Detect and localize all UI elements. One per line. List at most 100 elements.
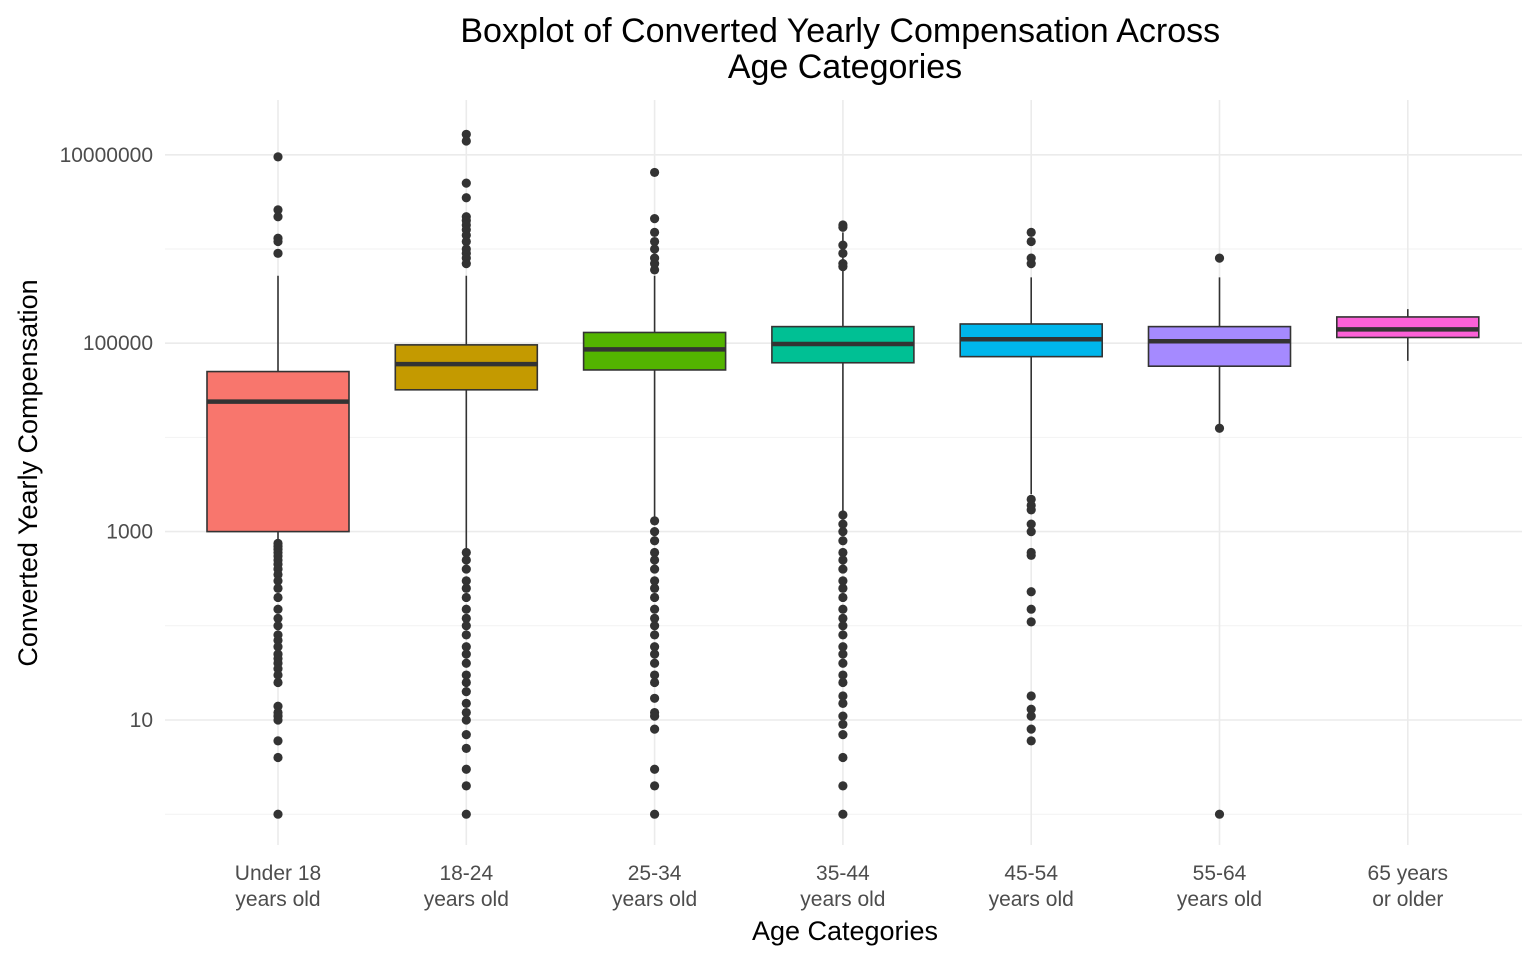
outlier-point [838, 592, 848, 603]
outlier-point [838, 547, 848, 558]
x-tick-label-line: or older [1372, 888, 1443, 911]
outlier-point [650, 764, 660, 774]
chart-title: Boxplot of Converted Yearly Compensation… [460, 12, 1229, 86]
outlier-point [273, 664, 283, 674]
box-group [394, 275, 539, 550]
outlier-point [273, 635, 283, 645]
outlier-point [461, 630, 471, 640]
outlier-point [838, 222, 848, 232]
outlier-point [650, 711, 660, 721]
outlier-point [838, 527, 848, 537]
outlier-point [650, 693, 660, 703]
outlier-point [650, 265, 660, 275]
outlier-point [1026, 550, 1036, 560]
outlier-point [838, 711, 848, 721]
outlier-point [461, 715, 471, 725]
outlier-point [1026, 691, 1036, 701]
outlier-point [650, 258, 660, 269]
outlier-point [838, 691, 848, 701]
outlier-point [461, 809, 471, 819]
outlier-point [273, 715, 283, 725]
outlier-point [650, 564, 660, 574]
outlier-point [650, 613, 660, 623]
x-tick-label-line: 18-24 [439, 862, 493, 885]
outlier-point [838, 698, 848, 709]
outlier-point [461, 258, 471, 269]
outlier-point [273, 701, 283, 711]
outlier-point [650, 244, 660, 254]
outlier-point [1026, 704, 1036, 714]
outlier-point [461, 642, 471, 652]
outlier-point [461, 555, 471, 565]
outlier-point [650, 227, 660, 238]
outlier-point [273, 583, 283, 593]
outlier-point [838, 621, 848, 631]
outlier-point [273, 576, 283, 586]
outlier-point [838, 658, 848, 668]
outlier-point [461, 178, 471, 188]
outlier-point [461, 781, 471, 791]
box-group [1336, 309, 1480, 361]
outlier-point [461, 236, 471, 247]
x-tick-label-line: 65 years [1368, 862, 1449, 885]
outlier-point [461, 564, 471, 574]
outlier-point [838, 604, 848, 614]
outlier-point [650, 642, 660, 652]
x-tick-label: 65 years or older [1368, 862, 1449, 911]
outlier-point [1214, 809, 1225, 819]
box-group [771, 232, 915, 513]
x-tick-label-line: years old [1177, 888, 1262, 911]
x-tick-label: 25-34 years old [612, 862, 697, 911]
outlier-point [650, 649, 660, 659]
outlier-point [461, 136, 471, 146]
outlier-point [461, 576, 471, 586]
outlier-point [1026, 258, 1036, 269]
x-tick-label-line: 25-34 [628, 862, 682, 885]
outlier-point [650, 630, 660, 640]
outlier-point [838, 583, 848, 593]
outlier-point [273, 236, 283, 247]
x-tick-label: 35-44 years old [800, 862, 885, 911]
outlier-point [1026, 724, 1036, 734]
y-tick-label: 10 [130, 709, 153, 732]
outlier-point [461, 592, 471, 603]
box-group [206, 275, 350, 541]
outlier-point [650, 670, 660, 680]
outlier-point [461, 670, 471, 680]
y-tick-label: 10000000 [60, 144, 153, 167]
outlier-point [838, 642, 848, 652]
outlier-point [650, 781, 660, 791]
outlier-point [838, 536, 848, 546]
x-tick-label: 45-54 years old [989, 862, 1074, 911]
boxes [206, 232, 1480, 550]
outlier-point [1026, 236, 1036, 247]
outlier-point [273, 248, 283, 258]
outlier-point [650, 547, 660, 558]
outlier-point [838, 240, 848, 250]
outlier-point [838, 809, 848, 819]
outlier-point [650, 536, 660, 546]
outlier-point [650, 677, 660, 688]
y-tick-labels: 10 1000 100000 10000000 [60, 144, 153, 732]
x-axis-title: Age Categories [752, 916, 938, 946]
outlier-point [273, 736, 283, 746]
outlier-point [461, 698, 471, 709]
outlier-point [461, 729, 471, 740]
outlier-point [461, 230, 471, 240]
outlier-point [838, 719, 848, 729]
outlier-point [650, 516, 660, 526]
outlier-point [650, 658, 660, 668]
outlier-point [461, 604, 471, 614]
outlier-point [1026, 227, 1036, 238]
outlier-point [838, 510, 848, 520]
outlier-point [838, 248, 848, 258]
outlier-point [461, 547, 471, 558]
outlier-point [650, 604, 660, 614]
x-tick-label-line: Under 18 [235, 862, 321, 885]
x-tick-label-line: years old [424, 888, 509, 911]
outlier-point [273, 621, 283, 631]
outlier-point [838, 576, 848, 586]
x-tick-label-line: 35-44 [816, 862, 870, 885]
outlier-point [461, 129, 471, 139]
